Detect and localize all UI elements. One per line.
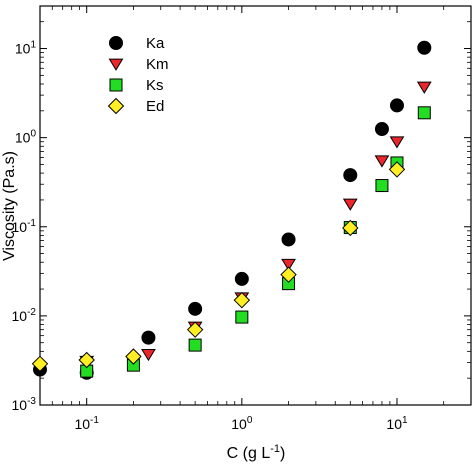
y-tick-exponent: -2 (27, 307, 36, 318)
y-tick-exponent: -1 (27, 218, 36, 229)
x-axis-title-close: ) (280, 445, 285, 462)
legend-item-ks: Ks (109, 77, 164, 94)
data-point-ka (188, 301, 203, 316)
legend-item-ka: Ka (109, 35, 165, 52)
data-point-km (374, 155, 390, 168)
y-tick-label: 100 (15, 129, 37, 146)
x-tick-base: 10 (231, 416, 247, 432)
data-points (31, 40, 432, 380)
series-ks (80, 106, 431, 378)
x-tick-base: 10 (74, 416, 90, 432)
y-tick-base: 10 (15, 130, 31, 146)
data-point-km (342, 198, 358, 211)
x-tick-exponent: 1 (402, 415, 408, 426)
data-point-ed (233, 291, 251, 309)
x-axis-title-main: C (g L (227, 445, 271, 462)
x-tick-label: 101 (386, 415, 408, 432)
legend-label: Ks (146, 77, 164, 94)
data-point-ed (186, 321, 204, 338)
legend-label: Ka (146, 35, 165, 52)
data-point-ed (125, 348, 142, 365)
plot-frame (39, 5, 472, 406)
data-point-km (281, 258, 296, 272)
x-axis-title: C (g L-1) (227, 443, 286, 462)
data-point-ed (388, 161, 406, 178)
data-point-ks (188, 338, 202, 352)
data-point-ka (374, 122, 389, 137)
y-tick-base: 10 (12, 397, 28, 413)
data-point-km (141, 348, 156, 362)
legend-marker-km (108, 58, 124, 71)
y-tick-label: 10-2 (12, 307, 37, 324)
x-tick-exponent: -1 (90, 415, 99, 426)
data-point-ka (234, 271, 249, 286)
data-point-ed (342, 219, 359, 237)
legend-item-km: Km (108, 56, 169, 73)
data-point-ka (281, 232, 296, 247)
y-tick-exponent: 0 (30, 129, 36, 140)
x-tick-label: 100 (231, 415, 253, 432)
data-point-ka (343, 168, 358, 183)
data-point-ks (375, 179, 389, 193)
data-point-ka (141, 330, 156, 345)
series-ka (33, 40, 432, 380)
y-tick-base: 10 (12, 219, 28, 235)
legend-item-ed: Ed (107, 97, 164, 115)
y-tick-label: 10-1 (12, 218, 37, 235)
legend-marker-ka (109, 36, 123, 50)
series-ed (31, 161, 406, 372)
data-point-ed (31, 355, 49, 372)
y-axis-title: Viscosity (Pa.s) (1, 151, 18, 261)
data-point-ed (280, 266, 297, 283)
legend-label: Km (146, 56, 169, 73)
y-tick-label: 101 (15, 40, 37, 57)
data-point-ks (417, 106, 431, 120)
legend: Ka Km Ks Ed (107, 35, 169, 115)
x-tick-base: 10 (386, 416, 402, 432)
y-tick-label: 10-3 (12, 396, 37, 413)
y-tick-base: 10 (15, 41, 31, 57)
data-point-km (416, 81, 432, 94)
legend-marker-ks (109, 78, 123, 92)
legend-marker-ed (107, 97, 125, 115)
data-point-ka (389, 98, 404, 113)
data-point-km (389, 136, 405, 149)
data-point-ks (235, 310, 249, 324)
y-tick-exponent: 1 (30, 40, 36, 51)
legend-label: Ed (146, 98, 164, 115)
y-tick-base: 10 (12, 308, 28, 324)
data-point-ka (417, 40, 432, 55)
x-axis-title-exponent: -1 (270, 443, 280, 455)
x-axis: 10-1 100 101 (39, 6, 472, 432)
y-tick-exponent: -3 (27, 396, 36, 407)
x-tick-label: 10-1 (74, 415, 99, 432)
x-tick-exponent: 0 (247, 415, 253, 426)
data-point-ed (78, 351, 95, 369)
